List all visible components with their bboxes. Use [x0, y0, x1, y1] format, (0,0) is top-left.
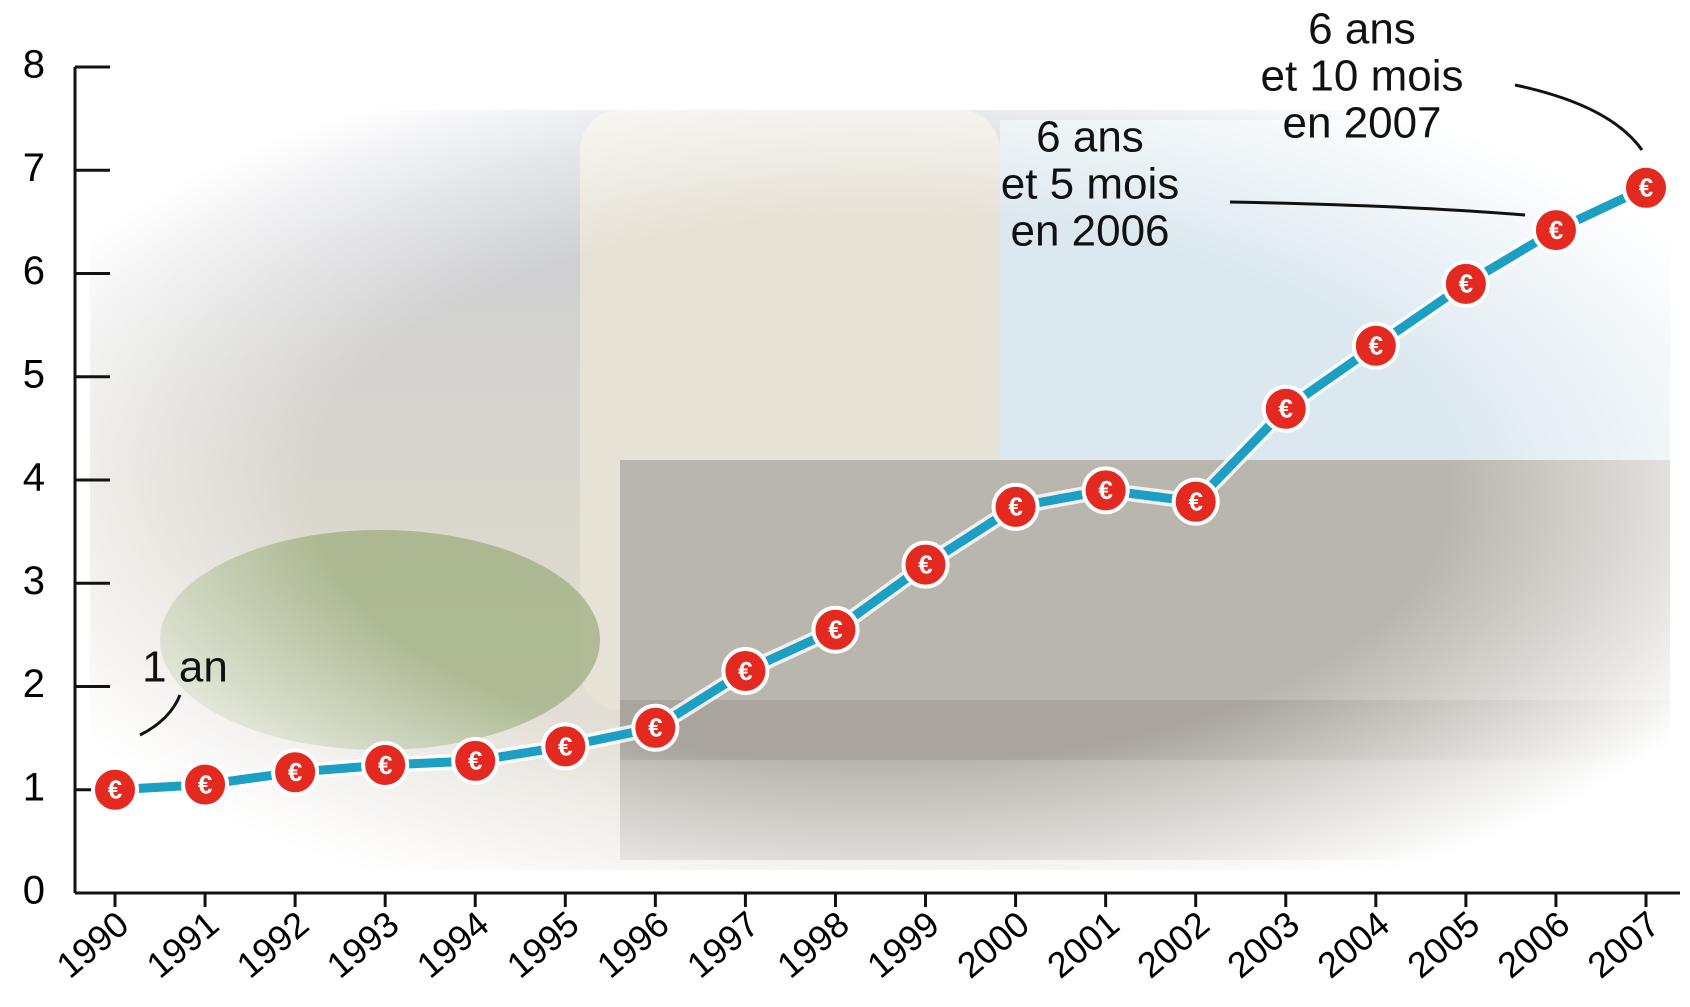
point-marker: [1081, 466, 1130, 515]
y-tick-label: 7: [23, 146, 45, 190]
y-tick-label: 4: [23, 456, 45, 500]
point-marker: [181, 760, 230, 809]
marker-symbol: €: [918, 550, 932, 580]
point-marker: [541, 722, 590, 771]
marker-symbol: €: [648, 713, 662, 743]
annotation: 6 ans: [1036, 113, 1144, 162]
point-marker: [1441, 259, 1490, 308]
annotation: et 5 mois: [1001, 160, 1180, 209]
point-marker: [991, 482, 1040, 531]
x-tick-label: 2005: [1399, 903, 1487, 986]
x-tick-label: 1997: [679, 903, 767, 986]
marker-symbol: €: [1549, 215, 1563, 245]
x-tick-label: 2001: [1039, 903, 1127, 986]
marker-symbol: €: [558, 731, 572, 761]
x-tick-label: 2004: [1309, 903, 1397, 986]
point-marker: [811, 605, 860, 654]
annotation: en 2007: [1282, 99, 1441, 148]
x-tick-label: 1999: [859, 903, 947, 986]
background-photo: [90, 110, 1670, 870]
y-tick-label: 0: [23, 869, 45, 913]
x-tick-label: 1992: [229, 903, 317, 986]
point-marker: [271, 748, 320, 797]
annotation: 1 an: [142, 643, 228, 692]
marker-symbol: €: [828, 615, 842, 645]
x-tick-label: 1995: [499, 903, 587, 986]
point-marker: [631, 703, 680, 752]
point-marker: [901, 540, 950, 589]
marker-symbol: €: [468, 746, 482, 776]
point-marker: [1261, 384, 1310, 433]
x-tick-label: 1996: [589, 903, 677, 986]
x-tick-label: 1990: [49, 903, 137, 986]
point-marker: [1531, 206, 1580, 255]
x-tick-label: 2000: [949, 903, 1037, 986]
marker-symbol: €: [198, 769, 212, 799]
marker-symbol: €: [1639, 173, 1653, 203]
marker-symbol: €: [108, 775, 122, 805]
marker-symbol: €: [1459, 269, 1473, 299]
marker-symbol: €: [1188, 487, 1202, 517]
point-marker: [1622, 163, 1670, 212]
point-marker: [1351, 321, 1400, 370]
x-tick-label: 1993: [319, 903, 407, 986]
marker-symbol: €: [288, 757, 302, 787]
point-marker: [361, 740, 410, 789]
point-marker: [451, 736, 500, 785]
point-marker: [1171, 477, 1220, 526]
annotation: 6 ans: [1308, 5, 1416, 54]
marker-symbol: €: [1098, 475, 1112, 505]
annotation: en 2006: [1010, 207, 1169, 256]
leader-line: [139, 694, 182, 737]
x-tick-label: 2002: [1129, 903, 1217, 986]
marker-symbol: €: [378, 750, 392, 780]
marker-symbol: €: [1369, 331, 1383, 361]
leader-line: [1514, 83, 1644, 151]
marker-symbol: €: [1279, 394, 1293, 424]
x-tick-label: 2003: [1219, 903, 1307, 986]
y-tick-label: 1: [23, 765, 45, 809]
y-tick-label: 8: [23, 43, 45, 87]
point-marker: [721, 647, 770, 696]
x-tick-label: 2006: [1489, 903, 1577, 986]
marker-symbol: €: [738, 656, 752, 686]
point-marker: [91, 765, 139, 814]
leader-line: [1229, 200, 1526, 217]
y-tick-label: 2: [23, 662, 45, 706]
y-tick-label: 6: [23, 249, 45, 293]
x-tick-label: 1991: [139, 903, 227, 986]
marker-symbol: €: [1008, 492, 1022, 522]
x-tick-label: 2007: [1580, 903, 1668, 986]
annotation: et 10 mois: [1261, 52, 1464, 101]
y-tick-label: 5: [23, 352, 45, 396]
x-tick-label: 1994: [409, 903, 497, 986]
x-tick-label: 1998: [769, 903, 857, 986]
y-tick-label: 3: [23, 559, 45, 603]
